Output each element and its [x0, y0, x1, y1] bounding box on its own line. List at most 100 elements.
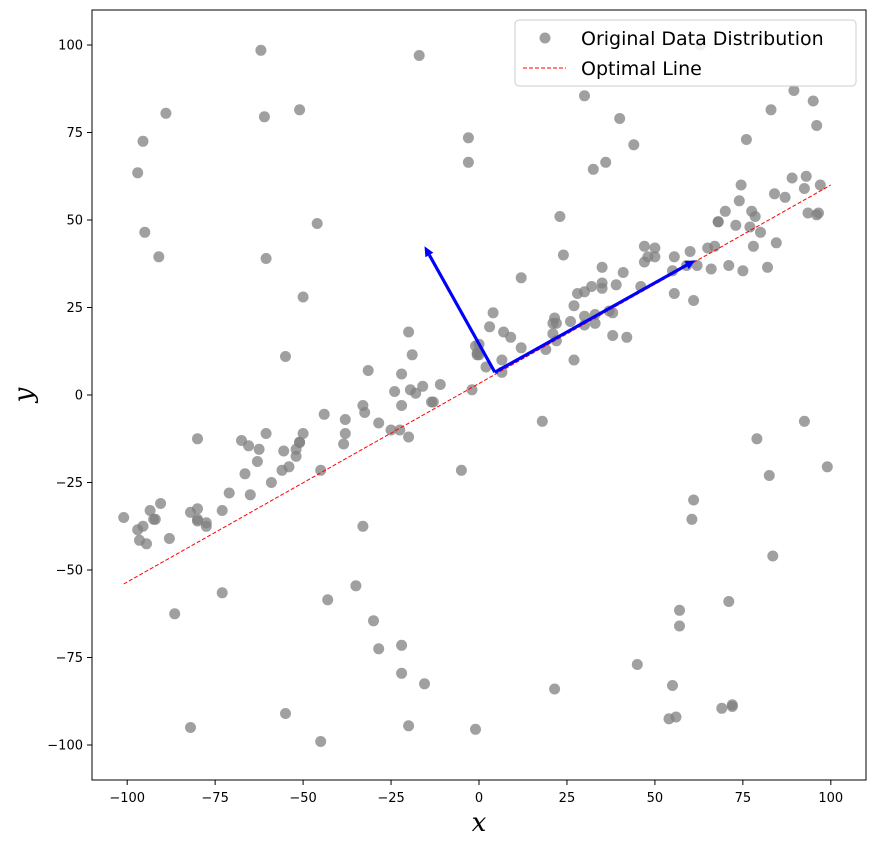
data-point [813, 207, 824, 219]
data-point [192, 433, 203, 445]
data-point [403, 326, 415, 338]
data-point [762, 261, 773, 273]
data-point [610, 279, 622, 291]
data-point [802, 207, 814, 219]
data-point [587, 163, 599, 175]
legend-box [514, 19, 857, 87]
x-tick-label: 100 [818, 791, 843, 806]
data-point [487, 307, 499, 319]
data-point [788, 85, 800, 96]
data-point [260, 428, 272, 439]
x-tick-label: 0 [475, 791, 483, 806]
data-point [668, 288, 680, 299]
y-tick-label: 100 [58, 39, 83, 54]
arrow-shaft [494, 263, 688, 374]
data-point [614, 113, 626, 124]
data-point [712, 216, 724, 228]
data-point [779, 191, 791, 203]
data-point [368, 615, 379, 627]
data-point [283, 461, 295, 473]
data-point [649, 251, 661, 263]
data-point [515, 342, 527, 354]
data-point [631, 659, 643, 670]
legend-label-line: Optimal Line [581, 58, 702, 80]
data-point [153, 251, 165, 263]
data-point [807, 95, 819, 107]
data-point [668, 251, 680, 263]
data-point [568, 354, 580, 366]
y-tick-label: −50 [56, 564, 83, 579]
legend-marker-scatter [539, 32, 551, 44]
data-point [373, 643, 385, 655]
data-point [385, 424, 397, 436]
data-point [339, 428, 351, 439]
data-point [565, 316, 576, 327]
data-point [357, 520, 369, 532]
data-point [216, 587, 228, 599]
x-tick-label: 50 [647, 791, 664, 806]
data-point [747, 240, 759, 252]
data-point [322, 594, 334, 606]
data-point [554, 211, 566, 222]
data-point [265, 477, 277, 488]
data-point [686, 513, 698, 525]
data-point [719, 205, 731, 217]
data-point [814, 179, 826, 191]
data-point [389, 386, 401, 397]
data-point [406, 349, 418, 361]
y-tick-label: 50 [66, 214, 83, 229]
data-point [765, 104, 777, 116]
data-point [470, 723, 481, 735]
data-point [589, 317, 601, 329]
data-point [394, 424, 406, 436]
data-point [258, 111, 270, 123]
data-point [132, 167, 144, 179]
legend: Original Data Distribution Optimal Line [514, 19, 857, 87]
data-point [515, 272, 527, 284]
data-point [505, 331, 517, 343]
plot-area [118, 39, 833, 747]
x-tick-label: 75 [735, 791, 752, 806]
data-point [607, 330, 619, 341]
data-point [674, 620, 685, 632]
direction-arrow [494, 260, 696, 374]
data-point [557, 249, 569, 261]
data-point [185, 722, 196, 733]
data-point [684, 246, 696, 257]
data-point [723, 596, 735, 607]
data-point [253, 443, 265, 455]
data-point [466, 384, 478, 396]
data-point [740, 134, 752, 145]
y-axis-label: y [9, 387, 39, 403]
axis-ticks: −100 −75 −50 −25 0 25 50 75 100 −100 −75 −50 −25 0 25 5… [47, 39, 843, 807]
data-point [243, 440, 255, 452]
data-point [628, 139, 640, 151]
data-point [403, 431, 415, 443]
data-point [716, 702, 728, 714]
data-point [811, 120, 823, 131]
y-tick-label: −100 [47, 739, 83, 754]
y-tick-label: 25 [66, 301, 83, 316]
data-point [621, 331, 633, 343]
data-point [315, 736, 327, 747]
data-point [674, 604, 685, 616]
data-point [737, 265, 749, 277]
data-point [733, 195, 745, 207]
data-point [455, 464, 467, 476]
data-point [362, 365, 374, 376]
data-point [200, 520, 212, 532]
data-point [338, 438, 350, 450]
arrow-head [424, 246, 434, 258]
data-point [141, 538, 152, 550]
data-point [749, 211, 761, 222]
data-point [403, 720, 415, 732]
x-tick-label: −100 [109, 791, 145, 806]
data-point [496, 354, 508, 366]
y-tick-label: 0 [75, 389, 83, 404]
data-point [350, 580, 362, 592]
data-point [297, 428, 309, 439]
data-point [155, 498, 167, 509]
optimal-line [123, 184, 832, 585]
